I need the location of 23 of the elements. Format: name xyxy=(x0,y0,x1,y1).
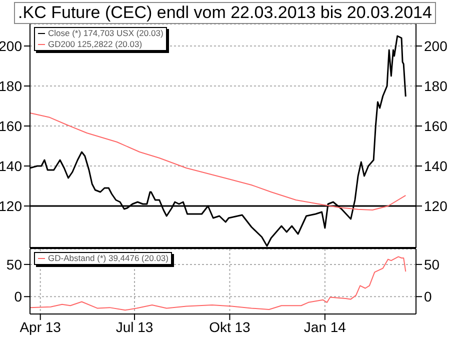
x-tick-label: Okt 13 xyxy=(209,318,251,335)
y2-tick-label: 180 xyxy=(424,78,448,94)
y2-tick-label: 160 xyxy=(424,118,448,134)
x-tick-label: Jul 13 xyxy=(116,318,154,335)
y2-tick-label: 0 xyxy=(424,288,432,305)
y-tick-label: 50 xyxy=(6,256,22,272)
legend-label: Close (*) 174,703 USX (20.03) xyxy=(48,28,164,39)
y-tick-label: 160 xyxy=(0,118,22,134)
y-tick-label: 120 xyxy=(0,198,22,214)
legend-label: GD200 125,2822 (20.03) xyxy=(48,39,142,50)
y2-tick-label: 200 xyxy=(424,38,448,54)
y-tick-label: 140 xyxy=(0,158,22,174)
legend-label: GD-Abstand (*) 39,4476 (20.03) xyxy=(48,253,168,264)
y-tick-label: 0 xyxy=(14,288,22,305)
chart-title: .KC Future (CEC) endl vom 22.03.2013 bis 20.03.2014 xyxy=(14,2,436,24)
y-tick-label: 180 xyxy=(0,78,22,94)
line-series xyxy=(30,112,406,210)
y2-tick-label: 140 xyxy=(424,158,448,174)
x-tick-label: Jan 14 xyxy=(304,318,346,335)
y2-tick-label: 120 xyxy=(424,198,448,214)
line-series xyxy=(30,256,406,311)
x-tick-label: Apr 13 xyxy=(20,318,62,335)
y2-tick-label: 50 xyxy=(424,256,440,272)
